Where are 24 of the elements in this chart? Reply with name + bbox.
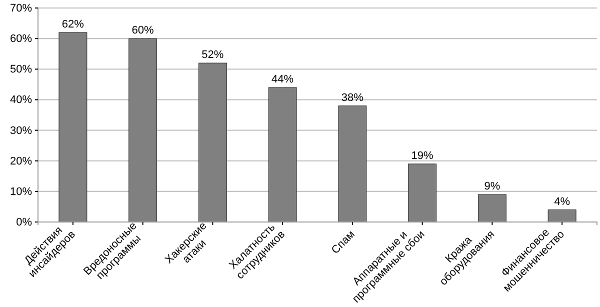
data-label: 4% [554, 196, 570, 208]
bar [58, 32, 88, 222]
data-label: 52% [202, 49, 224, 62]
data-label: 60% [132, 24, 154, 37]
y-tick-label: 0% [16, 216, 32, 229]
bar [268, 87, 297, 222]
y-tick-label: 20% [10, 155, 32, 168]
data-label: 38% [341, 92, 364, 104]
y-tick-label: 50% [10, 64, 32, 76]
y-tick-label: 10% [10, 186, 32, 198]
bar [128, 38, 158, 222]
data-label: 44% [272, 73, 294, 86]
y-tick-label: 60% [10, 33, 32, 46]
bar [198, 62, 227, 222]
data-label: 62% [62, 18, 84, 30]
y-tick-label: 40% [10, 94, 32, 106]
y-tick-label: 70% [10, 2, 32, 15]
bar [478, 194, 506, 222]
bar [408, 164, 437, 222]
y-tick-label: 30% [10, 124, 32, 137]
bar [338, 106, 367, 222]
bar [548, 210, 576, 222]
data-label: 19% [411, 150, 434, 162]
data-label: 9% [484, 180, 500, 192]
